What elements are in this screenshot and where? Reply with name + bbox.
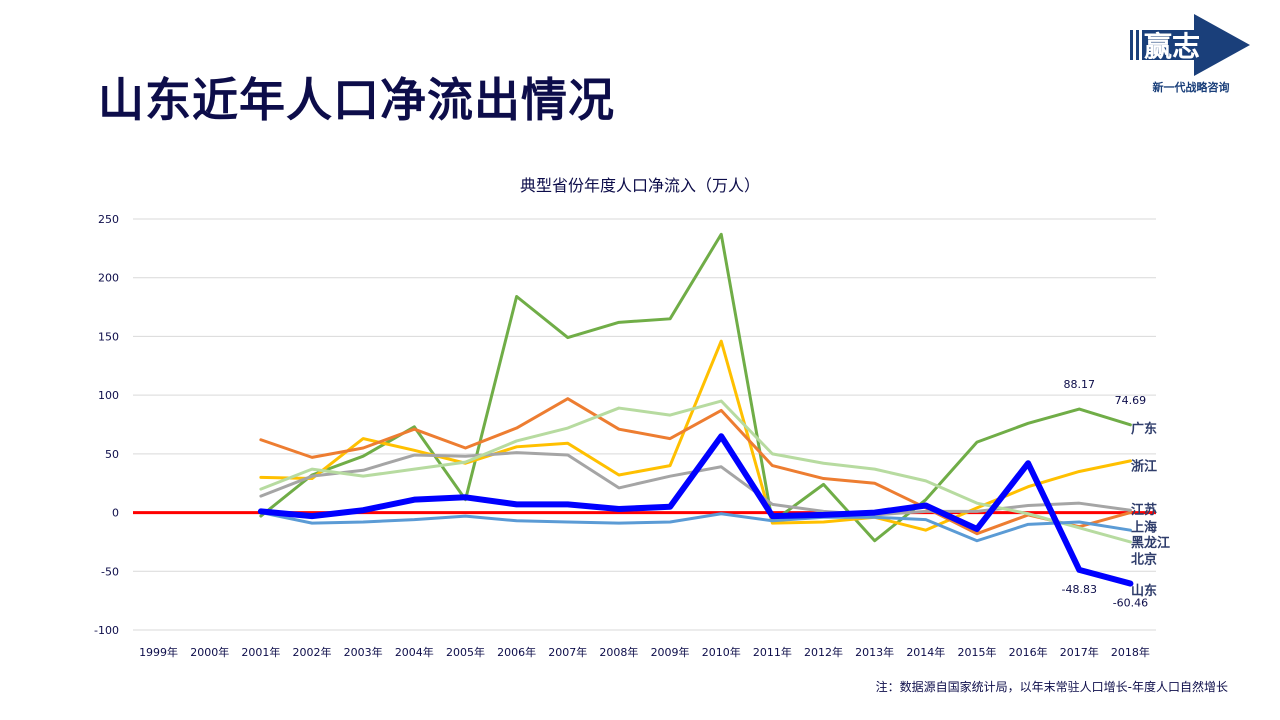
data-label: 74.69 — [1115, 394, 1147, 407]
y-tick-label: 50 — [105, 448, 119, 461]
series-line-北京 — [259, 397, 1132, 536]
x-tick-label: 2005年 — [446, 645, 485, 659]
x-tick-label: 2013年 — [855, 645, 894, 659]
series-end-label: 山东 — [1131, 583, 1157, 599]
x-tick-label: 2016年 — [1009, 645, 1048, 659]
x-tick-label: 2018年 — [1111, 645, 1150, 659]
y-tick-label: 200 — [98, 272, 119, 285]
x-tick-label: 2003年 — [344, 645, 383, 659]
x-tick-label: 2015年 — [957, 645, 996, 659]
data-label: -60.46 — [1113, 597, 1148, 610]
y-tick-label: -50 — [101, 565, 119, 578]
data-label: 88.17 — [1064, 378, 1096, 391]
y-tick-label: -100 — [94, 624, 119, 637]
x-tick-label: 2014年 — [906, 645, 945, 659]
series-end-label: 广东 — [1131, 421, 1157, 437]
x-tick-label: 2004年 — [395, 645, 434, 659]
series-end-label: 黑龙江 — [1131, 535, 1170, 551]
x-tick-label: 2017年 — [1060, 645, 1099, 659]
x-tick-label: 2010年 — [702, 645, 741, 659]
series-line-上海 — [259, 511, 1132, 543]
x-tick-label: 2011年 — [753, 645, 792, 659]
footnote: 注：数据源自国家统计局，以年末常驻人口增长-年度人口自然增长 — [875, 680, 1228, 694]
series-line-山东 — [257, 433, 1134, 587]
x-tick-label: 2009年 — [651, 645, 690, 659]
page-title: 山东近年人口净流出情况 — [98, 73, 615, 127]
x-tick-label: 2006年 — [497, 645, 536, 659]
x-tick-label: 2000年 — [190, 645, 229, 659]
series-end-label: 上海 — [1131, 520, 1157, 536]
svg-text:赢志: 赢志 — [1144, 30, 1200, 63]
x-tick-label: 2001年 — [241, 645, 280, 659]
x-tick-label: 2007年 — [548, 645, 587, 659]
series-end-label: 北京 — [1131, 551, 1157, 567]
x-tick-label: 2008年 — [599, 645, 638, 659]
x-tick-label: 2012年 — [804, 645, 843, 659]
chart-title: 典型省份年度人口净流入（万人） — [520, 176, 760, 195]
y-tick-label: 150 — [98, 330, 119, 343]
brand-logo: 赢志 新一代战略咨询 — [1128, 12, 1254, 96]
x-tick-label: 2002年 — [293, 645, 332, 659]
svg-text:新一代战略咨询: 新一代战略咨询 — [1153, 80, 1230, 94]
data-label: -48.83 — [1062, 583, 1097, 596]
series-end-label: 浙江 — [1131, 459, 1157, 475]
series-line-黑龙江 — [259, 399, 1132, 544]
y-tick-label: 100 — [98, 389, 119, 402]
y-tick-label: 0 — [112, 507, 119, 520]
y-tick-label: 250 — [98, 213, 119, 226]
x-tick-label: 1999年 — [139, 645, 178, 659]
series-end-label: 江苏 — [1131, 502, 1157, 518]
